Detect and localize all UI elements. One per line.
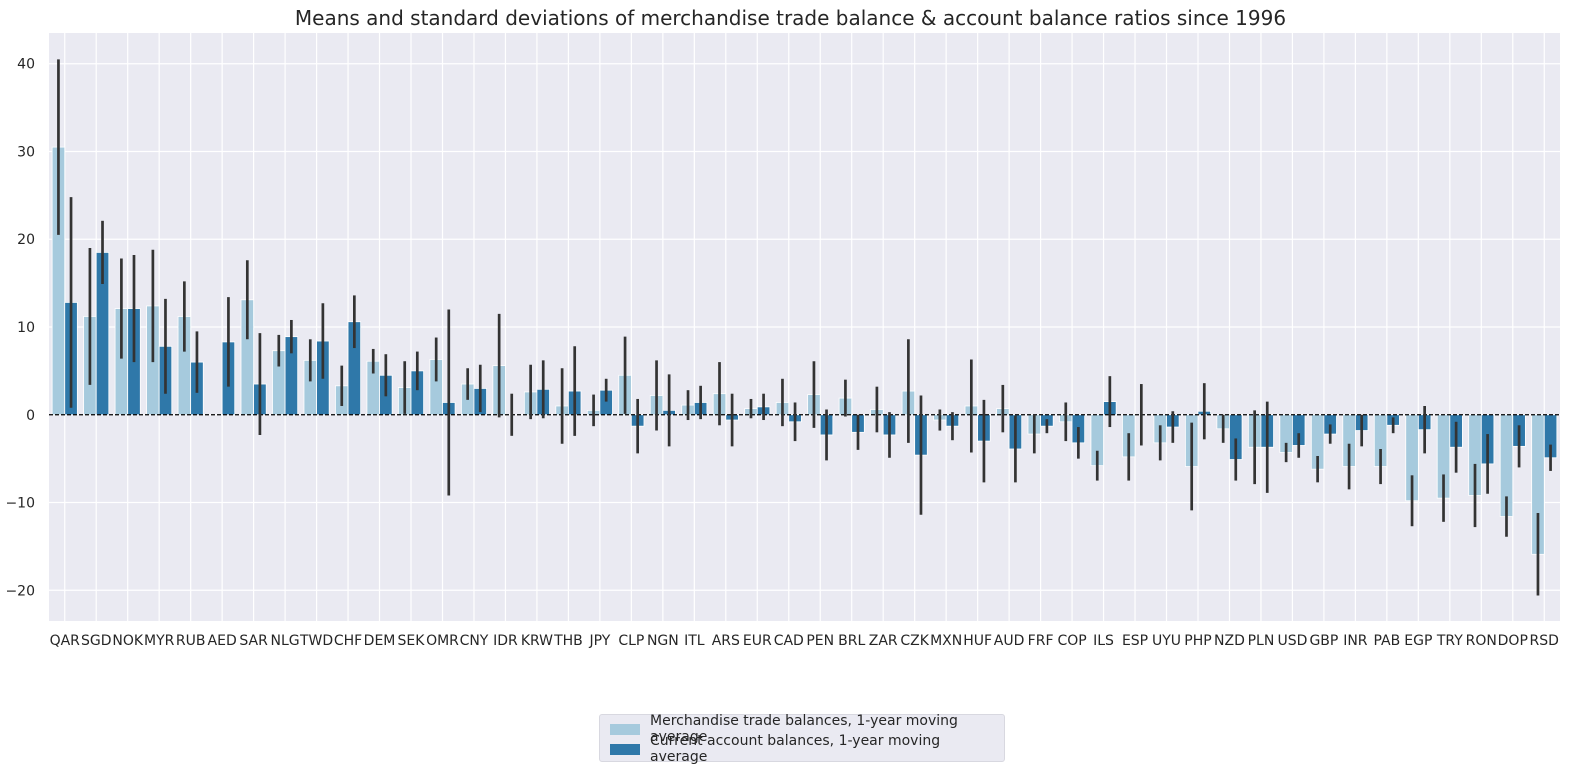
x-tick-label: RON: [1466, 633, 1497, 649]
x-tick-label: CLP: [618, 633, 644, 649]
x-tick-label: PHP: [1184, 633, 1211, 649]
legend-swatch-current-account: [610, 743, 640, 755]
x-tick-label: DOP: [1498, 633, 1528, 649]
y-tick-label: −10: [5, 496, 35, 512]
chart-title: Means and standard deviations of merchan…: [294, 6, 1287, 30]
error-bars: [57, 59, 1552, 596]
x-tick-label: TRY: [1436, 633, 1463, 649]
x-tick-label: SGD: [81, 633, 112, 649]
x-tick-label: RSD: [1530, 633, 1559, 649]
x-tick-label: CZK: [900, 633, 929, 649]
y-tick-label: 20: [17, 232, 35, 248]
y-tick-label: 0: [26, 408, 35, 424]
x-tick-label: OMR: [426, 633, 459, 649]
x-tick-label: RUB: [176, 633, 206, 649]
x-tick-label: JPY: [588, 633, 610, 649]
x-tick-label: EGP: [1404, 633, 1432, 649]
x-tick-label: BRL: [838, 633, 865, 649]
legend-swatch-merchandise: [610, 723, 640, 735]
x-tick-label: AED: [208, 633, 237, 649]
x-tick-label: AUD: [994, 633, 1025, 649]
y-tick-label: 40: [17, 57, 35, 73]
x-tick-label: ARS: [712, 633, 740, 649]
x-tick-label: COP: [1057, 633, 1086, 649]
y-tick-label: 30: [17, 144, 35, 160]
x-tick-label: USD: [1277, 633, 1307, 649]
x-tick-labels: QAR SGD NOK MYR RUB AED SAR NLG TWD CHF DEM SEK OMR C…: [50, 633, 1559, 649]
x-tick-label: ITL: [684, 633, 705, 649]
x-tick-label: TWD: [299, 633, 333, 649]
x-tick-label: NZD: [1214, 633, 1245, 649]
legend-label-current-account: Current account balances, 1-year moving …: [650, 733, 941, 765]
legend-label-merchandise: Merchandise trade balances, 1-year movin…: [650, 713, 958, 745]
legend: Merchandise trade balances, 1-year movin…: [599, 713, 1005, 765]
legend-entry-merchandise: Merchandise trade balances, 1-year movin…: [610, 713, 994, 745]
x-tick-label: SEK: [398, 633, 426, 649]
x-tick-label: ILS: [1093, 633, 1114, 649]
x-tick-label: MXN: [930, 633, 962, 649]
x-tick-label: MYR: [144, 633, 175, 649]
x-tick-label: PLN: [1248, 633, 1275, 649]
x-tick-label: EUR: [743, 633, 772, 649]
x-tick-label: CNY: [460, 633, 489, 649]
y-tick-label: 10: [17, 320, 35, 336]
x-tick-label: NLG: [271, 633, 300, 649]
x-tick-label: THB: [553, 633, 583, 649]
x-tick-label: GBP: [1309, 633, 1338, 649]
x-tick-label: FRF: [1028, 633, 1054, 649]
legend-entry-current-account: Current account balances, 1-year moving …: [610, 733, 994, 765]
x-tick-label: CAD: [774, 633, 804, 649]
x-tick-label: CHF: [334, 633, 362, 649]
x-tick-label: UYU: [1152, 633, 1181, 649]
x-tick-label: NGN: [647, 633, 679, 649]
x-tick-label: ZAR: [869, 633, 898, 649]
y-tick-label: −20: [5, 583, 35, 599]
y-tick-labels: −20 −10 0 10 20 30 40: [5, 57, 35, 600]
x-tick-label: KRW: [521, 633, 553, 649]
x-tick-label: DEM: [364, 633, 396, 649]
x-tick-label: ESP: [1122, 633, 1148, 649]
x-tick-label: HUF: [963, 633, 992, 649]
x-tick-label: PEN: [806, 633, 834, 649]
x-tick-label: NOK: [112, 633, 143, 649]
x-tick-label: INR: [1343, 633, 1368, 649]
x-tick-label: SAR: [239, 633, 268, 649]
x-tick-label: PAB: [1373, 633, 1400, 649]
x-tick-label: QAR: [50, 633, 81, 649]
x-tick-label: IDR: [493, 633, 518, 649]
